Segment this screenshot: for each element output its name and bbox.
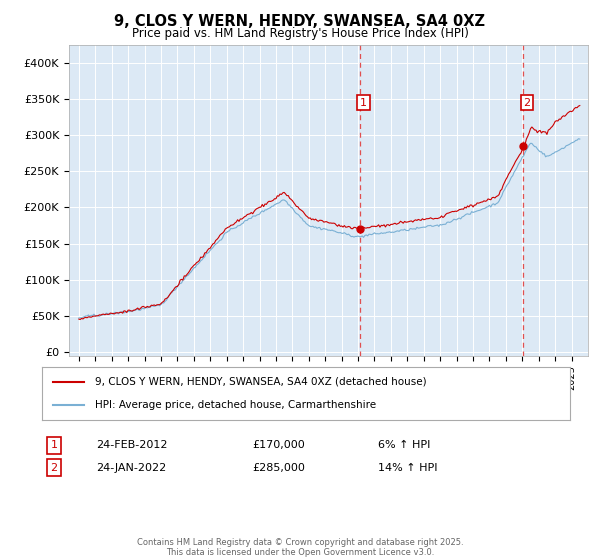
Text: 1: 1 bbox=[360, 97, 367, 108]
Text: 1: 1 bbox=[50, 440, 58, 450]
Text: 2: 2 bbox=[523, 97, 530, 108]
Text: 14% ↑ HPI: 14% ↑ HPI bbox=[378, 463, 437, 473]
Text: 24-FEB-2012: 24-FEB-2012 bbox=[96, 440, 167, 450]
Text: 9, CLOS Y WERN, HENDY, SWANSEA, SA4 0XZ (detached house): 9, CLOS Y WERN, HENDY, SWANSEA, SA4 0XZ … bbox=[95, 377, 427, 387]
Text: Contains HM Land Registry data © Crown copyright and database right 2025.
This d: Contains HM Land Registry data © Crown c… bbox=[137, 538, 463, 557]
Text: £285,000: £285,000 bbox=[252, 463, 305, 473]
Text: 9, CLOS Y WERN, HENDY, SWANSEA, SA4 0XZ: 9, CLOS Y WERN, HENDY, SWANSEA, SA4 0XZ bbox=[115, 14, 485, 29]
Text: HPI: Average price, detached house, Carmarthenshire: HPI: Average price, detached house, Carm… bbox=[95, 400, 376, 410]
Text: Price paid vs. HM Land Registry's House Price Index (HPI): Price paid vs. HM Land Registry's House … bbox=[131, 27, 469, 40]
Text: £170,000: £170,000 bbox=[252, 440, 305, 450]
Text: 24-JAN-2022: 24-JAN-2022 bbox=[96, 463, 166, 473]
Text: 2: 2 bbox=[50, 463, 58, 473]
Text: 6% ↑ HPI: 6% ↑ HPI bbox=[378, 440, 430, 450]
